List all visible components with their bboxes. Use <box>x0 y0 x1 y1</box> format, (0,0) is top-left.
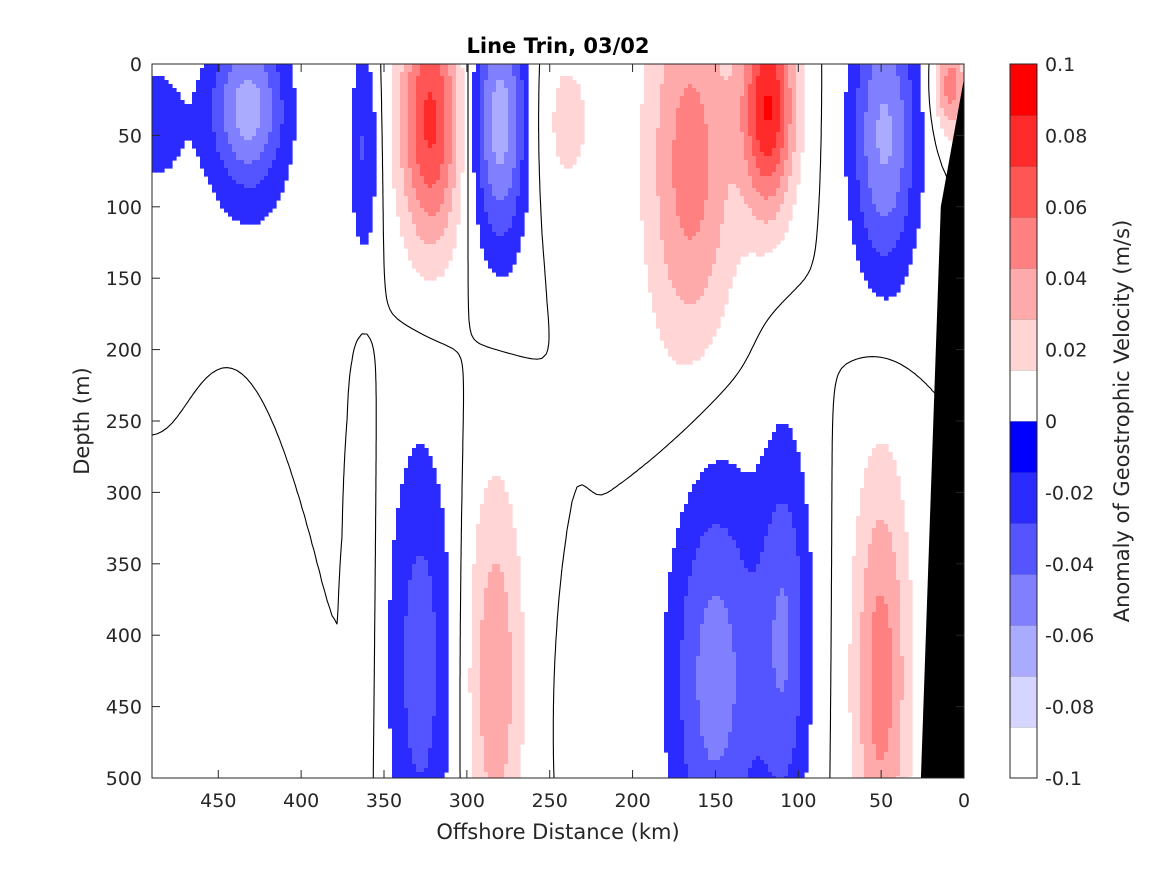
colorbar-band <box>1010 166 1037 218</box>
plot-area <box>152 64 964 778</box>
y-axis-ticks: 0 50 100 150 200 250 300 350 400 450 500 <box>106 54 964 790</box>
y-tick-label: 50 <box>118 125 142 147</box>
x-tick-label: 450 <box>200 790 236 812</box>
y-tick-label: 0 <box>130 54 142 76</box>
colorbar-frame <box>1009 63 1038 779</box>
colorbar-tick-label: 0.08 <box>1045 125 1087 147</box>
y-tick-label: 100 <box>106 197 142 219</box>
x-tick-label: 200 <box>614 790 650 812</box>
colorbar-band <box>1010 523 1037 575</box>
x-tick-label: 100 <box>780 790 816 812</box>
colorbar-band <box>1010 217 1037 269</box>
colorbar-tick-label: 0.1 <box>1045 54 1075 76</box>
colorbar-band <box>1010 625 1037 677</box>
y-tick-label: 450 <box>106 697 142 719</box>
colorbar-tick-label: -0.04 <box>1045 554 1094 576</box>
y-tick-label: 350 <box>106 554 142 576</box>
colorbar-band <box>1010 370 1037 422</box>
x-tick-label: 250 <box>532 790 568 812</box>
zero-contour <box>152 64 964 778</box>
y-tick-label: 200 <box>106 340 142 362</box>
x-tick-label: 300 <box>449 790 485 812</box>
x-tick-label: 150 <box>697 790 733 812</box>
colorbar-band <box>1010 319 1037 371</box>
colorbar-band <box>1010 727 1037 779</box>
y-tick-label: 500 <box>106 768 142 790</box>
colorbar-tick-label: -0.08 <box>1045 697 1094 719</box>
colorbar-tick-label: 0.02 <box>1045 340 1087 362</box>
colorbar-band <box>1010 574 1037 626</box>
colorbar-tick-label: -0.06 <box>1045 625 1094 647</box>
colorbar-band <box>1010 676 1037 728</box>
colorbar-band <box>1010 115 1037 167</box>
colorbar-band <box>1010 472 1037 524</box>
colorbar-tick-label: 0 <box>1045 411 1057 433</box>
x-tick-label: 400 <box>283 790 319 812</box>
colorbar-tick-label: -0.1 <box>1045 768 1082 790</box>
colorbar-label: Anomaly of Geostrophic Velocity (m/s) <box>1110 220 1134 623</box>
x-tick-label: 0 <box>958 790 970 812</box>
colorbar-band <box>1010 268 1037 320</box>
x-tick-label: 350 <box>366 790 402 812</box>
y-tick-label: 300 <box>106 482 142 504</box>
y-tick-label: 250 <box>106 411 142 433</box>
x-tick-label: 50 <box>869 790 893 812</box>
colorbar-tick-label: 0.06 <box>1045 197 1087 219</box>
x-axis-label: Offshore Distance (km) <box>436 820 679 844</box>
seafloor-mask <box>920 78 964 778</box>
colorbar-band <box>1010 64 1037 116</box>
colorbar-band <box>1010 421 1037 473</box>
chart-title: Line Trin, 03/02 <box>466 34 649 58</box>
contour-fill <box>152 64 964 778</box>
y-axis-label: Depth (m) <box>70 367 94 474</box>
zero-contour-lines <box>152 64 964 778</box>
colorbar-tick-label: -0.02 <box>1045 482 1094 504</box>
colorbar-tick-label: 0.04 <box>1045 268 1087 290</box>
y-tick-label: 150 <box>106 268 142 290</box>
y-tick-label: 400 <box>106 625 142 647</box>
colorbar: 0.1 0.08 0.06 0.04 0.02 0 -0.02 -0.04 -0.06 -0.08… <box>1009 54 1094 790</box>
x-axis-ticks: 450 400 350 300 250 200 150 100 50 0 <box>200 64 970 812</box>
